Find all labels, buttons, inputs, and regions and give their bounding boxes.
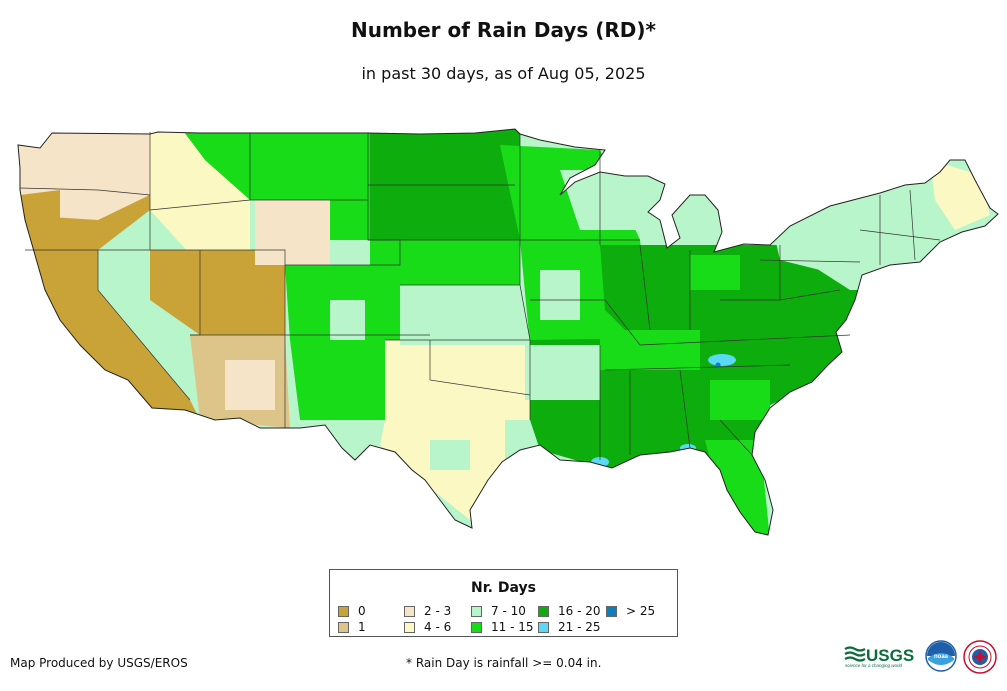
legend-swatch-7 xyxy=(538,621,549,633)
map-credit: Map Produced by USGS/EROS xyxy=(10,656,188,670)
noaa-logo[interactable]: noaa xyxy=(925,640,957,672)
legend-label-2: 2 - 3 xyxy=(424,604,452,618)
map-subtitle: in past 30 days, as of Aug 05, 2025 xyxy=(361,64,646,83)
usgs-logo[interactable]: USGS science for a changing world xyxy=(844,644,918,668)
legend-item-3: 4 - 6 xyxy=(404,620,451,634)
legend-swatch-6 xyxy=(538,605,549,617)
zone-michigan xyxy=(660,190,722,250)
zone-ohio-valley xyxy=(600,245,850,345)
zone-florida xyxy=(705,440,770,535)
zone-indiana-ohio xyxy=(690,255,740,290)
legend-swatch-3 xyxy=(404,621,415,633)
zone-utah xyxy=(150,250,285,335)
spot-gt25-tennessee xyxy=(715,362,721,368)
legend-item-7: 21 - 25 xyxy=(538,620,601,634)
usgs-wave-icon xyxy=(844,646,866,662)
legend: Nr. Days 0 1 2 - 3 4 - 6 7 - 10 11 - 15 … xyxy=(329,569,678,637)
zone-nebraska xyxy=(370,240,520,290)
zone-missouri-west xyxy=(540,270,580,320)
legend-swatch-4 xyxy=(471,605,482,617)
zone-arkansas xyxy=(525,345,600,400)
rain-day-definition: * Rain Day is rainfall >= 0.04 in. xyxy=(406,656,602,670)
zone-colorado-patch xyxy=(330,300,365,340)
legend-item-0: 0 xyxy=(338,604,366,618)
spot-smoky-mountains xyxy=(708,354,736,366)
legend-label-6: 16 - 20 xyxy=(558,604,601,618)
zone-montana xyxy=(175,129,370,200)
zone-maryland xyxy=(830,290,860,330)
legend-item-5: 11 - 15 xyxy=(471,620,534,634)
legend-item-2: 2 - 3 xyxy=(404,604,451,618)
legend-label-4: 7 - 10 xyxy=(491,604,526,618)
legend-label-5: 11 - 15 xyxy=(491,620,534,634)
map-title: Number of Rain Days (RD)* xyxy=(350,18,656,42)
zone-kansas xyxy=(400,285,530,345)
legend-swatch-2 xyxy=(404,605,415,617)
legend-label-3: 4 - 6 xyxy=(424,620,452,634)
zone-wisconsin-north xyxy=(560,170,660,230)
legend-swatch-5 xyxy=(471,621,482,633)
zone-dakotas xyxy=(370,129,520,240)
usgs-logo-text: USGS xyxy=(866,646,914,665)
legend-item-8: > 25 xyxy=(606,604,655,618)
us-rain-days-map xyxy=(17,128,999,536)
usgs-logo-tagline: science for a changing world xyxy=(845,663,903,668)
zone-oregon-coast xyxy=(20,190,60,250)
legend-label-0: 0 xyxy=(358,604,366,618)
legend-swatch-8 xyxy=(606,605,617,617)
legend-item-4: 7 - 10 xyxy=(471,604,526,618)
zone-wyoming-east xyxy=(330,200,370,240)
legend-label-8: > 25 xyxy=(626,604,656,618)
zone-arizona-south xyxy=(225,360,275,410)
nws-logo[interactable] xyxy=(963,640,997,674)
state-boundaries xyxy=(19,132,941,460)
legend-title: Nr. Days xyxy=(471,580,536,596)
legend-swatch-1 xyxy=(338,621,349,633)
legend-label-1: 1 xyxy=(358,620,366,634)
zone-texas-central xyxy=(430,440,470,470)
zone-georgia-south-carolina xyxy=(710,380,770,420)
zone-colorado-new-mexico xyxy=(285,265,405,420)
noaa-logo-text: noaa xyxy=(934,654,949,660)
legend-item-1: 1 xyxy=(338,620,366,634)
zone-wyoming-south xyxy=(255,200,330,265)
legend-label-7: 21 - 25 xyxy=(558,620,601,634)
legend-item-6: 16 - 20 xyxy=(538,604,601,618)
legend-swatch-0 xyxy=(338,605,349,617)
zone-tennessee xyxy=(600,330,700,370)
